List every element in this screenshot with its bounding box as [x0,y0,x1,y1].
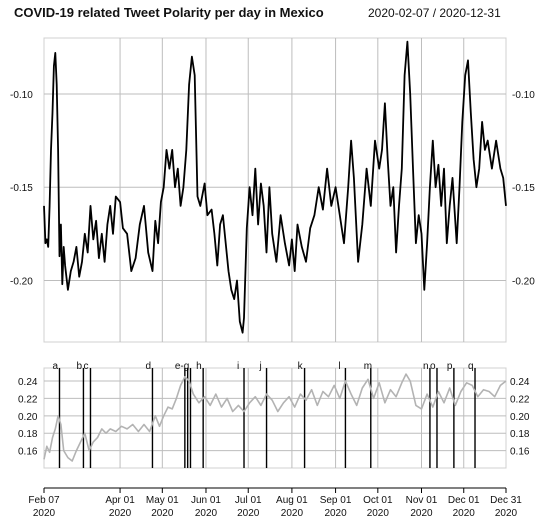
x-tick-year: 2020 [495,508,518,519]
event-label: p [447,361,453,372]
top-y-tick-right: -0.15 [512,183,535,194]
x-tick-year: 2020 [195,508,218,519]
top-y-tick-left: -0.15 [10,183,33,194]
x-tick-label: Aug 01 [276,495,308,506]
event-label: i [237,361,239,372]
x-tick-label: Sep 01 [320,495,352,506]
bottom-y-tick-right: 0.22 [510,394,530,405]
bottom-y-tick-left: 0.24 [18,377,38,388]
bottom-grid [44,368,506,468]
event-label: c [83,361,88,372]
bottom-y-tick-left: 0.16 [18,447,38,458]
axis-labels: -0.10 -0.10 -0.15 -0.15 -0.20 -0.20 0.24 0.24 0.… [10,90,535,519]
event-label: j [259,361,262,372]
x-tick-label: Feb 07 [28,495,60,506]
x-tick-year: 2020 [410,508,433,519]
event-label: k [298,361,304,372]
top-plot-area [43,37,507,343]
bottom-y-tick-left: 0.22 [18,394,38,405]
x-tick-label: Dec 31 [490,495,522,506]
event-label: a [52,361,58,372]
event-label: e-g [175,361,189,372]
top-y-tick-right: -0.20 [512,276,535,287]
chart-subtitle: 2020-02-07 / 2020-12-31 [368,6,501,20]
x-tick-year: 2020 [151,508,174,519]
x-tick-label: Jun 01 [191,495,221,506]
bottom-y-tick-right: 0.24 [510,377,530,388]
x-tick-year: 2020 [33,508,56,519]
x-tick-label: May 01 [146,495,179,506]
event-label: o [430,361,436,372]
top-y-tick-left: -0.20 [10,276,33,287]
bottom-y-tick-right: 0.18 [510,429,530,440]
x-tick-label: Nov 01 [406,495,438,506]
event-label: q [468,361,474,372]
x-tick-label: Oct 01 [363,495,393,506]
bottom-y-tick-right: 0.20 [510,412,530,423]
polarity-line [43,40,507,334]
top-y-tick-right: -0.10 [512,90,535,101]
x-tick-label: Dec 01 [448,495,480,506]
x-tick-year: 2020 [367,508,390,519]
x-tick-label: Jul 01 [235,495,262,506]
event-label: n [423,361,429,372]
top-y-tick-left: -0.10 [10,90,33,101]
event-label: l [338,361,340,372]
event-label: b [76,361,82,372]
bottom-y-tick-left: 0.20 [18,412,38,423]
event-label: h [196,361,202,372]
chart-title: COVID-19 related Tweet Polarity per day … [14,5,324,20]
bottom-plot-area [43,367,507,469]
x-tick-year: 2020 [109,508,132,519]
x-tick-year: 2020 [281,508,304,519]
bottom-y-tick-right: 0.16 [510,447,530,458]
x-tick-label: Apr 01 [105,495,135,506]
event-label: d [145,361,151,372]
top-series [43,40,507,334]
x-tick-year: 2020 [237,508,260,519]
event-markers: a b c d e-g h i j k l m n o p q [52,361,476,468]
x-tick-year: 2020 [324,508,347,519]
bottom-y-tick-left: 0.18 [18,429,38,440]
event-label: m [364,361,372,372]
bottom-series [43,373,507,462]
secondary-line [43,373,507,462]
x-tick-year: 2020 [453,508,476,519]
